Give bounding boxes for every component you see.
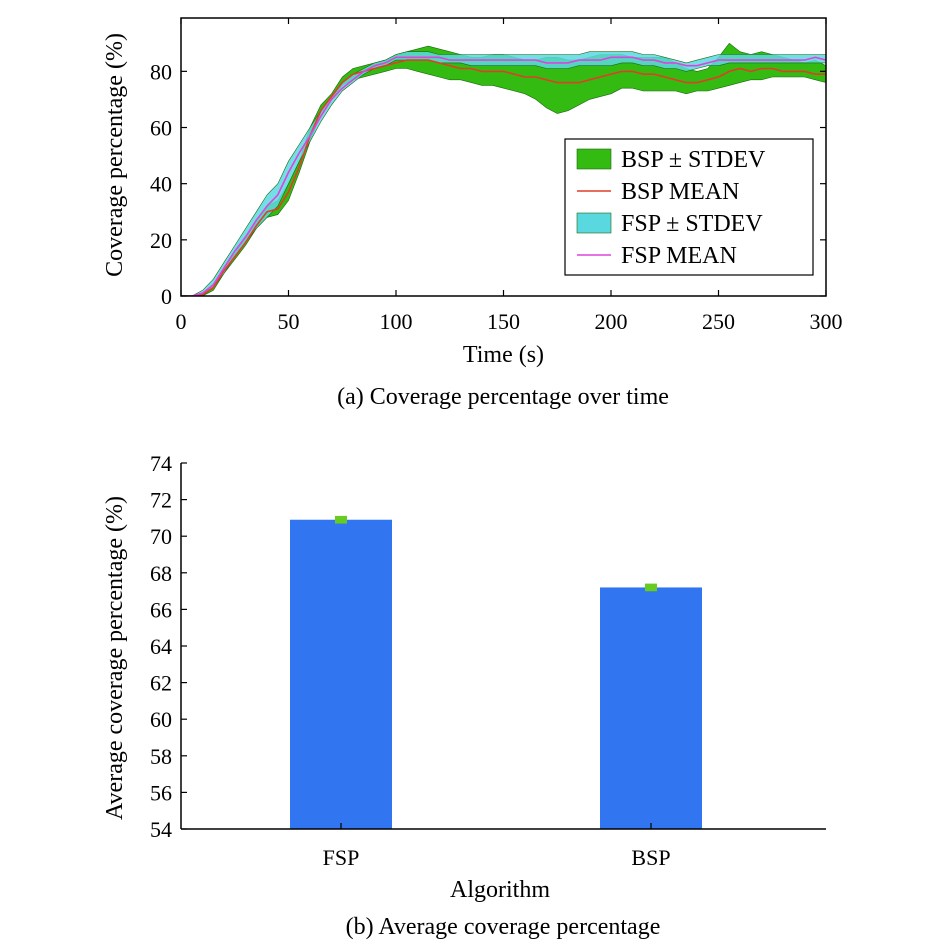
ticks-a: 0 50 100 150 200 250 300 0 20 40 60 80 <box>150 18 843 334</box>
line-fsp-mean <box>181 56 826 296</box>
bar-bsp <box>600 587 702 829</box>
error-bar-fsp <box>335 515 347 524</box>
x-tick-label-a: 250 <box>702 309 735 334</box>
x-tick-label-a: 300 <box>810 309 843 334</box>
y-tick-label-a: 0 <box>161 284 172 309</box>
x-axis-label-a: Time (s) <box>463 342 544 368</box>
y-tick-label-b: 58 <box>150 744 172 769</box>
x-tick-label-a: 150 <box>487 309 520 334</box>
ticks-b: 54 56 58 60 62 64 66 68 70 72 74 FSP BSP <box>150 451 671 870</box>
plot-area-a <box>181 42 826 296</box>
y-tick-label-a: 40 <box>150 172 172 197</box>
y-tick-label-b: 56 <box>150 780 172 805</box>
average-coverage-chart: 54 56 58 60 62 64 66 68 70 72 74 FSP BSP Algorithm A… <box>102 451 826 940</box>
axes-b <box>180 463 826 830</box>
y-axis-label-b: Average coverage percentage (%) <box>102 496 128 820</box>
legend-label-fsp-stdev: FSP ± STDEV <box>621 211 763 237</box>
y-tick-label-b: 62 <box>150 671 172 696</box>
x-tick-label-a: 200 <box>595 309 628 334</box>
legend-label-bsp-mean: BSP MEAN <box>621 179 739 205</box>
y-tick-label-b: 60 <box>150 707 172 732</box>
line-bsp-mean <box>181 59 826 296</box>
caption-b: (b) Average coverage percentage <box>346 914 661 940</box>
y-tick-label-b: 54 <box>150 817 172 842</box>
series-group-a <box>181 42 826 296</box>
legend-swatch-bsp-stdev <box>576 148 612 170</box>
y-tick-label-b: 74 <box>150 451 172 476</box>
error-bar-bsp <box>645 583 657 592</box>
x-axis-label-b: Algorithm <box>450 877 550 903</box>
y-tick-label-a: 60 <box>150 116 172 141</box>
x-tick-label-a: 50 <box>278 309 300 334</box>
x-tick-label-fsp: FSP <box>323 845 360 870</box>
legend-swatch-fsp-stdev <box>576 212 612 234</box>
band-fsp-stdev <box>181 51 826 296</box>
y-tick-label-a: 80 <box>150 59 172 84</box>
legend-label-fsp-mean: FSP MEAN <box>621 243 737 269</box>
y-axis-label-a: Coverage percentage (%) <box>102 33 128 277</box>
x-tick-label-a: 0 <box>176 309 187 334</box>
x-tick-label-a: 100 <box>380 309 413 334</box>
caption-a: (a) Coverage percentage over time <box>337 384 669 410</box>
legend-a: BSP ± STDEV BSP MEAN FSP ± STDEV FSP MEAN <box>564 138 814 276</box>
bars-b <box>290 515 702 829</box>
y-tick-label-b: 68 <box>150 561 172 586</box>
coverage-over-time-chart: 0 50 100 150 200 250 300 0 20 40 60 80 Time (s) Cov… <box>102 17 843 410</box>
y-tick-label-b: 70 <box>150 524 172 549</box>
y-tick-label-b: 72 <box>150 488 172 513</box>
bar-fsp <box>290 519 392 829</box>
y-tick-label-b: 66 <box>150 597 172 622</box>
x-tick-label-bsp: BSP <box>631 845 670 870</box>
legend-label-bsp-stdev: BSP ± STDEV <box>621 147 766 173</box>
y-tick-label-b: 64 <box>150 634 172 659</box>
y-tick-label-a: 20 <box>150 228 172 253</box>
